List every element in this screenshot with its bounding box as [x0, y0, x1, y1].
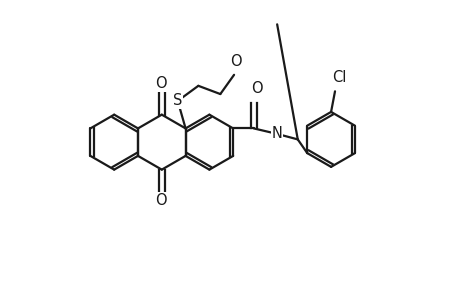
Text: Cl: Cl: [331, 70, 345, 86]
Text: O: O: [155, 193, 166, 208]
Text: N: N: [271, 126, 282, 141]
Text: O: O: [230, 54, 241, 69]
Text: S: S: [173, 93, 182, 108]
Text: O: O: [155, 76, 166, 91]
Text: O: O: [250, 81, 262, 96]
